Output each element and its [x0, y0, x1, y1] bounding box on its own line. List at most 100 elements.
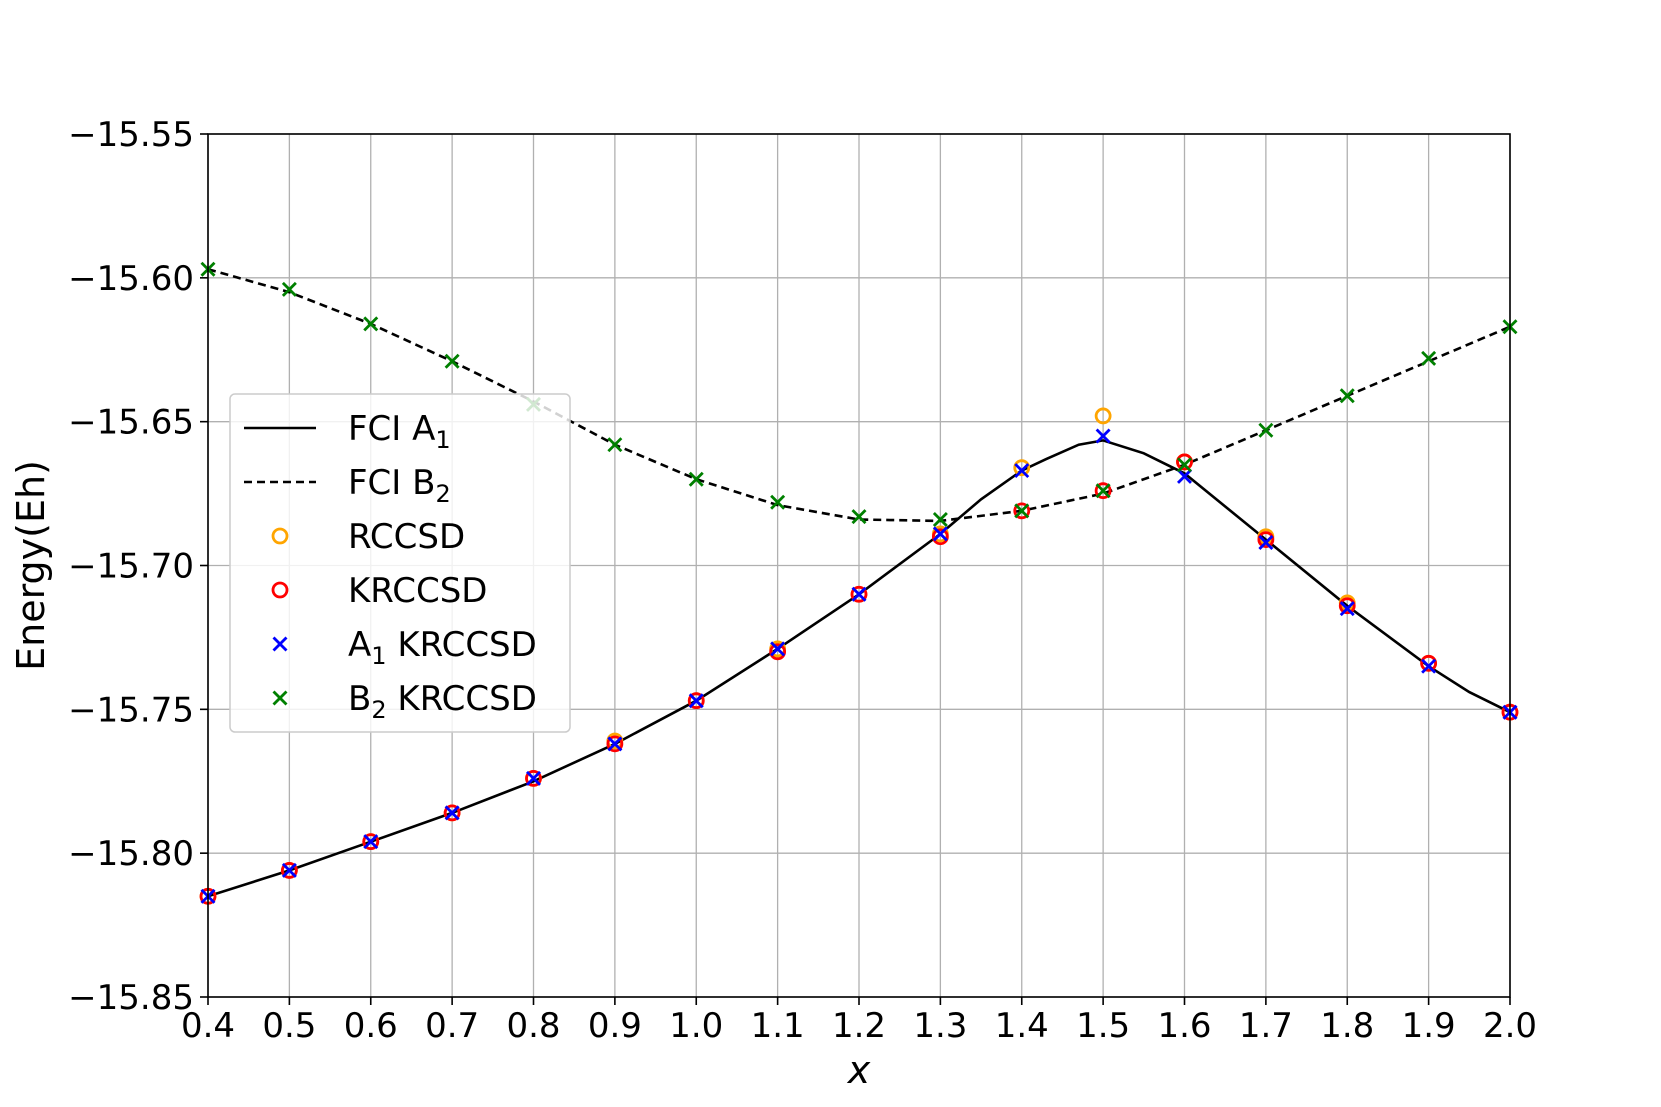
a1-krccsd-point [1339, 601, 1355, 617]
b2-krccsd-point-stroke [1177, 457, 1192, 473]
b2-krccsd-point [1421, 350, 1437, 366]
b2-krccsd-point [1177, 457, 1192, 473]
b2-krccsd-point-stroke [1339, 388, 1355, 404]
a1-krccsd-point-stroke [1421, 658, 1437, 674]
krccsd-point [280, 862, 298, 879]
series-lines [207, 267, 1511, 898]
krccsd-point [443, 804, 461, 822]
a1-krccsd-point [281, 862, 297, 878]
x-tick-label: 1.3 [913, 1006, 967, 1046]
a1-krccsd-point [1014, 463, 1030, 479]
x-tick-label: 0.6 [344, 1006, 398, 1046]
legend-a1-krccsd-handle-stroke [272, 636, 288, 652]
legend-a1-krccsd-handle [272, 636, 288, 652]
b2-krccsd-point [1095, 483, 1111, 499]
x-tick-label: 0.5 [262, 1006, 316, 1046]
fci-a1-line [207, 439, 1511, 898]
legend-krccsd-label: KRCCSD [348, 571, 487, 611]
x-tick-label: 1.5 [1076, 1006, 1130, 1046]
b2-krccsd-point [281, 281, 297, 297]
a1-krccsd-point-stroke [688, 693, 704, 709]
krccsd-point [931, 528, 949, 546]
y-tick-label: −15.70 [68, 547, 194, 587]
krccsd-point [362, 833, 380, 851]
b2-krccsd-point-stroke [1095, 483, 1111, 499]
krccsd-point [1094, 482, 1112, 500]
x-tick-label: 1.9 [1402, 1006, 1456, 1046]
krccsd-point [1420, 654, 1438, 672]
b2-krccsd-point-stroke [1258, 422, 1274, 438]
y-tick-label: −15.80 [68, 834, 194, 874]
krccsd-point [1257, 531, 1275, 549]
rccsd-point [1013, 459, 1031, 477]
krccsd-point [1176, 453, 1193, 471]
x-tick-label: 1.0 [669, 1006, 723, 1046]
a1-krccsd-point [444, 805, 460, 821]
b2-krccsd-point-stroke [1014, 503, 1030, 519]
legend-fci-a1-label: FCI A1 [348, 409, 451, 454]
legend-a1-krccsd-label: A1 KRCCSD [348, 625, 537, 670]
b2-krccsd-point [932, 511, 948, 527]
b2-krccsd-point [444, 353, 460, 369]
a1-krccsd-point-stroke [444, 805, 460, 821]
a1-krccsd-point [932, 526, 948, 542]
krccsd-point [687, 692, 705, 710]
b2-krccsd-point [607, 437, 623, 453]
legend-b2-krccsd-handle-stroke [272, 690, 288, 706]
b2-krccsd-point [851, 509, 867, 525]
x-tick-label: 0.4 [181, 1006, 235, 1046]
krccsd-point [606, 735, 624, 753]
a1-krccsd-point [851, 586, 867, 602]
legend-box [229, 393, 571, 733]
y-tick-label: −15.55 [68, 115, 194, 155]
a1-krccsd-point-stroke [851, 586, 867, 602]
rccsd-point [1094, 407, 1112, 425]
krccsd-point [525, 769, 542, 787]
b2-krccsd-point-stroke [932, 511, 948, 527]
a1-krccsd-point [1258, 534, 1274, 550]
axis-ticks: 0.4 0.5 0.6 0.7 0.8 0.9 1.0 1.1 1.2 1.3 1.4 1.5 1.6 1… [68, 115, 1537, 1046]
krccsd-point [1013, 502, 1031, 520]
a1-krccsd-point-stroke [526, 770, 541, 786]
x-axis-label: x [847, 1048, 871, 1092]
x-tick-label: 0.7 [425, 1006, 479, 1046]
legend-b2-krccsd-handle [272, 690, 288, 706]
krccsd-point [850, 585, 868, 603]
y-axis-label: Energy(Eh) [9, 460, 53, 671]
a1-krccsd-point [770, 641, 786, 657]
x-tick-label: 1.6 [1157, 1006, 1211, 1046]
b2-krccsd-point [688, 471, 704, 487]
y-tick-label: −15.60 [68, 259, 194, 299]
b2-krccsd-point-stroke [1421, 350, 1437, 366]
legend-b2-krccsd-label: B2 KRCCSD [348, 679, 537, 724]
b2-krccsd-point [770, 494, 786, 510]
y-tick-label: −15.65 [68, 403, 194, 443]
legend-rccsd-label: RCCSD [348, 517, 465, 557]
x-tick-label: 2.0 [1483, 1006, 1537, 1046]
a1-krccsd-point [363, 834, 379, 850]
x-tick-label: 1.7 [1239, 1006, 1293, 1046]
y-tick-label: −15.85 [68, 978, 194, 1018]
a1-krccsd-point [1421, 658, 1437, 674]
b2-krccsd-point-stroke [363, 316, 379, 332]
a1-krccsd-point-stroke [1339, 601, 1355, 617]
a1-krccsd-point-stroke [770, 641, 786, 657]
x-tick-label: 1.8 [1320, 1006, 1374, 1046]
legend-krccsd-handle [271, 581, 289, 599]
legend: FCI A1 FCI B2 RCCSD KRCCSD A1 KRCCSD B2 KRCCS… [229, 393, 571, 733]
krccsd-point [769, 643, 787, 661]
b2-krccsd-point [1339, 388, 1355, 404]
b2-krccsd-point-stroke [444, 353, 460, 369]
x-tick-label: 1.4 [995, 1006, 1049, 1046]
a1-krccsd-point-stroke [1014, 463, 1030, 479]
x-tick-label: 0.9 [588, 1006, 642, 1046]
a1-krccsd-point [1095, 428, 1111, 444]
x-tick-label: 1.2 [832, 1006, 886, 1046]
a1-krccsd-point-stroke [281, 862, 297, 878]
b2-krccsd-point-stroke [688, 471, 704, 487]
b2-krccsd-point-stroke [607, 437, 623, 453]
legend-rccsd-handle [271, 527, 289, 545]
b2-krccsd-point-stroke [770, 494, 786, 510]
y-tick-label: −15.75 [68, 690, 194, 730]
